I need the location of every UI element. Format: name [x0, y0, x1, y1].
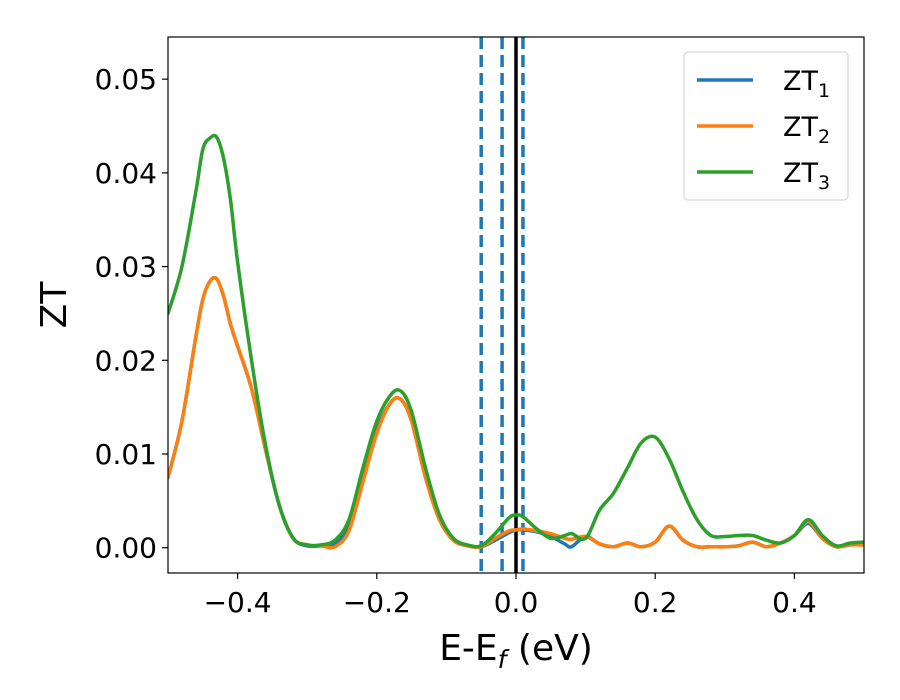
y-tick-label: 0.04: [95, 157, 157, 190]
reference-lines: [479, 37, 525, 573]
y-tick-label: 0.05: [95, 63, 157, 96]
series-line-zt3: [168, 133, 864, 549]
legend: ZT1 ZT2 ZT3: [683, 51, 849, 201]
x-tick-label: 0.4: [772, 586, 817, 619]
legend-label-zt3: ZT3: [783, 158, 830, 194]
legend-label-zt1: ZT1: [783, 66, 830, 102]
x-tick-label: −0.2: [343, 586, 411, 619]
y-tick-label: 0.00: [95, 532, 157, 565]
legend-label-zt2: ZT2: [783, 112, 830, 148]
y-axis-ticks: 0.00 0.01 0.02 0.03 0.04 0.05: [95, 63, 168, 565]
y-tick-label: 0.01: [95, 438, 157, 471]
series-lines: [168, 133, 864, 550]
legend-box: [683, 51, 849, 201]
y-axis-title: ZT: [34, 281, 75, 329]
y-tick-label: 0.02: [95, 344, 157, 377]
y-tick-label: 0.03: [95, 251, 157, 284]
x-axis-title: E-Ef (eV): [439, 628, 593, 674]
x-tick-label: 0.2: [633, 586, 678, 619]
x-tick-label: −0.4: [204, 586, 272, 619]
x-axis-ticks: −0.4 −0.2 0.0 0.2 0.4: [204, 573, 817, 619]
x-tick-label: 0.0: [494, 586, 539, 619]
plot-frame: [167, 36, 865, 574]
series-line-zt2: [168, 275, 864, 550]
